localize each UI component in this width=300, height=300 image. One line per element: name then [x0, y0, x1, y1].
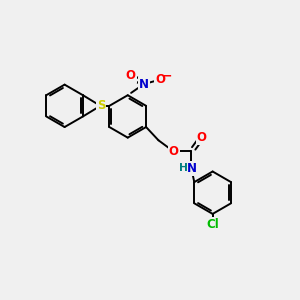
Text: Cl: Cl [206, 218, 219, 231]
Text: O: O [155, 73, 165, 86]
Text: H: H [179, 163, 188, 173]
Text: O: O [169, 145, 179, 158]
Text: S: S [97, 99, 105, 112]
Text: O: O [197, 131, 207, 144]
Text: N: N [139, 77, 149, 91]
Text: O: O [126, 69, 136, 82]
Text: N: N [186, 162, 197, 175]
Text: −: − [162, 70, 172, 83]
